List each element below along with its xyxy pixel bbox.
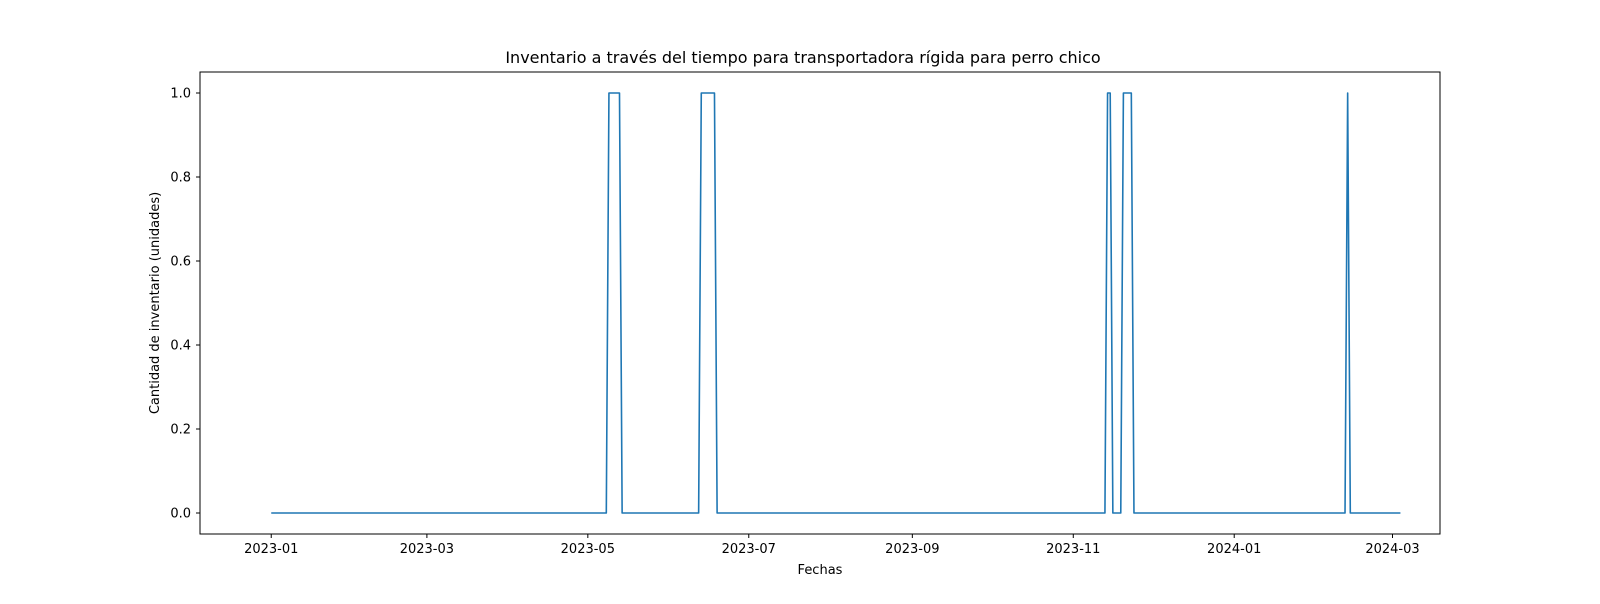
y-tick-label: 0.6: [170, 255, 191, 270]
y-tick-label: 0.0: [170, 507, 191, 522]
plot-area: [271, 92, 1401, 514]
plot-frame: [199, 71, 1441, 535]
x-tick-label: 2023-09: [885, 542, 939, 557]
chart-title: Inventario a través del tiempo para tran…: [505, 48, 1100, 67]
x-axis: 2023-01 2023-03 2023-05 2023-07 2023-09 2023-…: [244, 534, 1420, 557]
y-axis-label: Cantidad de inventario (unidades): [148, 192, 163, 414]
x-tick-label: 2023-11: [1046, 542, 1100, 557]
x-tick-label: 2023-01: [244, 542, 298, 557]
y-tick-label: 0.4: [170, 339, 191, 354]
y-tick-label: 0.2: [170, 423, 191, 438]
x-tick-label: 2024-03: [1365, 542, 1419, 557]
series-line-0: [271, 92, 1401, 514]
x-axis-label: Fechas: [798, 563, 843, 578]
x-tick-label: 2023-05: [561, 542, 615, 557]
y-axis: 0.0 0.2 0.4 0.6 0.8 1.0: [170, 87, 200, 522]
y-tick-label: 1.0: [170, 87, 191, 102]
x-tick-label: 2024-01: [1207, 542, 1261, 557]
x-tick-label: 2023-07: [722, 542, 776, 557]
x-tick-label: 2023-03: [400, 542, 454, 557]
y-tick-label: 0.8: [170, 171, 191, 186]
